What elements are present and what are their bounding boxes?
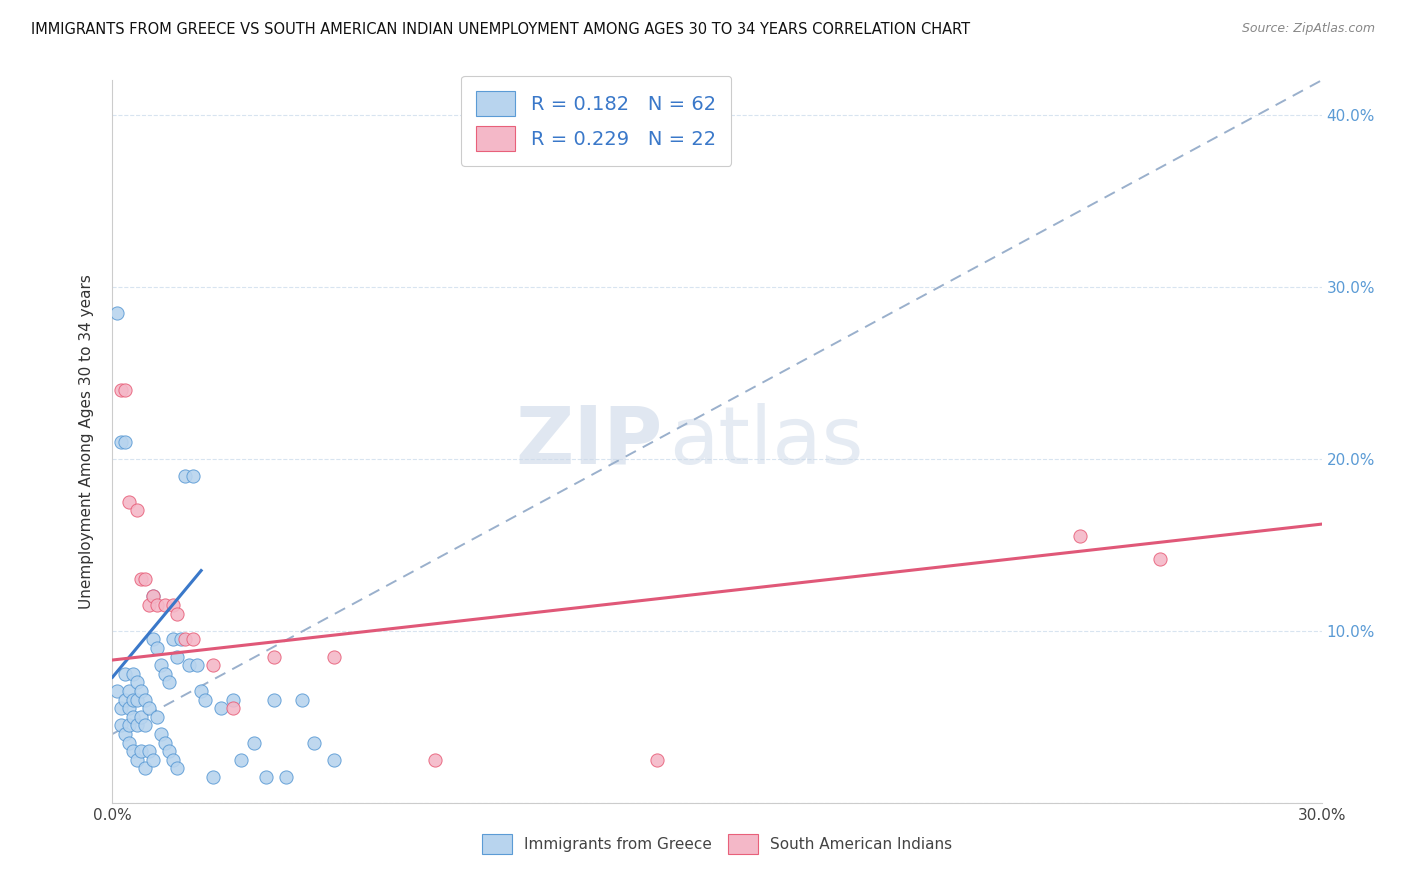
Point (146, 598, 169, 612)
Point (263, 649, 285, 664)
Point (153, 598, 176, 612)
Y-axis label: Unemployment Among Ages 30 to 34 years: Unemployment Among Ages 30 to 34 years (79, 274, 94, 609)
Point (138, 701, 160, 715)
Text: ZIP: ZIP (516, 402, 662, 481)
Point (242, 735, 264, 749)
Point (209, 701, 232, 715)
Point (114, 692, 136, 706)
Point (142, 590, 165, 604)
Text: IMMIGRANTS FROM GREECE VS SOUTH AMERICAN INDIAN UNEMPLOYMENT AMONG AGES 30 TO 34: IMMIGRANTS FROM GREECE VS SOUTH AMERICAN… (31, 22, 970, 37)
Point (1149, 551, 1171, 566)
Point (153, 666, 176, 681)
Point (121, 666, 143, 681)
Point (114, 434, 136, 449)
Point (202, 770, 225, 784)
Point (222, 701, 245, 715)
Point (174, 469, 197, 483)
Point (254, 770, 277, 784)
Point (323, 753, 346, 767)
Point (323, 649, 346, 664)
Point (110, 434, 132, 449)
Point (117, 701, 139, 715)
Point (162, 753, 184, 767)
Point (157, 675, 180, 690)
Point (125, 718, 148, 732)
Point (121, 744, 143, 758)
Point (423, 753, 446, 767)
Point (129, 684, 152, 698)
Point (1069, 529, 1091, 543)
Point (190, 684, 212, 698)
Point (181, 632, 204, 647)
Point (110, 701, 132, 715)
Point (149, 658, 172, 673)
Point (222, 692, 245, 706)
Point (263, 692, 285, 706)
Point (129, 710, 152, 724)
Point (162, 598, 184, 612)
Point (117, 494, 139, 508)
Point (121, 710, 143, 724)
Point (110, 718, 132, 732)
Point (645, 753, 668, 767)
Text: atlas: atlas (669, 402, 863, 481)
Point (166, 761, 188, 775)
Point (114, 383, 136, 397)
Point (170, 632, 193, 647)
Point (129, 572, 152, 586)
Point (121, 692, 143, 706)
Point (157, 744, 180, 758)
Point (134, 761, 156, 775)
Point (149, 727, 172, 741)
Point (117, 735, 139, 749)
Point (134, 692, 156, 706)
Point (181, 469, 204, 483)
Point (162, 632, 184, 647)
Point (110, 383, 132, 397)
Point (138, 744, 160, 758)
Text: Source: ZipAtlas.com: Source: ZipAtlas.com (1241, 22, 1375, 36)
Point (274, 770, 297, 784)
Point (114, 666, 136, 681)
Point (125, 692, 148, 706)
Point (105, 684, 128, 698)
Point (134, 718, 156, 732)
Point (231, 753, 253, 767)
Point (146, 710, 169, 724)
Point (125, 503, 148, 517)
Point (117, 718, 139, 732)
Point (153, 735, 176, 749)
Point (142, 590, 165, 604)
Point (166, 649, 188, 664)
Point (105, 305, 128, 319)
Point (138, 598, 160, 612)
Point (114, 727, 136, 741)
Point (142, 632, 165, 647)
Point (166, 607, 188, 621)
Point (291, 692, 314, 706)
Point (117, 684, 139, 698)
Point (202, 658, 225, 673)
Point (129, 744, 152, 758)
Point (174, 632, 197, 647)
Point (186, 658, 208, 673)
Point (302, 735, 325, 749)
Legend: Immigrants from Greece, South American Indians: Immigrants from Greece, South American I… (475, 829, 959, 860)
Point (125, 675, 148, 690)
Point (194, 692, 217, 706)
Point (177, 658, 200, 673)
Point (146, 640, 169, 655)
Point (125, 753, 148, 767)
Point (134, 572, 156, 586)
Point (142, 753, 165, 767)
